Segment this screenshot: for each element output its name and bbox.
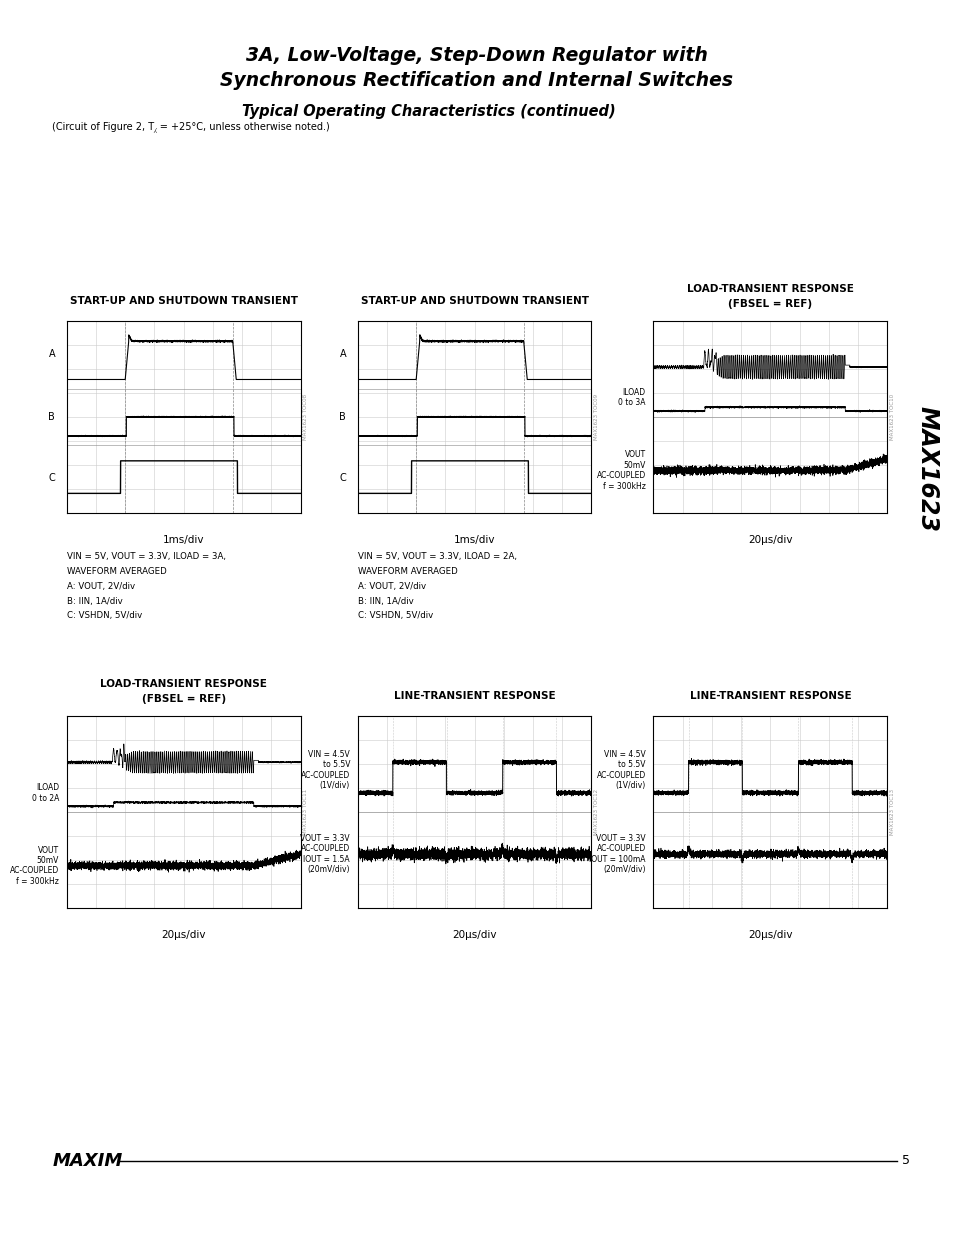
Text: A: VOUT, 2V/div: A: VOUT, 2V/div: [67, 582, 134, 590]
Text: VOUT = 3.3V
AC-COUPLED
IOUT = 100mA
(20mV/div): VOUT = 3.3V AC-COUPLED IOUT = 100mA (20m…: [589, 834, 645, 874]
Text: 3A, Low-Voltage, Step-Down Regulator with: 3A, Low-Voltage, Step-Down Regulator wit…: [246, 46, 707, 65]
Text: LINE-TRANSIENT RESPONSE: LINE-TRANSIENT RESPONSE: [689, 692, 850, 701]
Text: VIN = 5V, VOUT = 3.3V, ILOAD = 3A,: VIN = 5V, VOUT = 3.3V, ILOAD = 3A,: [67, 552, 226, 561]
Text: (FBSEL = REF): (FBSEL = REF): [141, 694, 226, 704]
Text: Typical Operating Characteristics (continued): Typical Operating Characteristics (conti…: [241, 104, 615, 119]
Text: LINE-TRANSIENT RESPONSE: LINE-TRANSIENT RESPONSE: [394, 692, 555, 701]
Text: LOAD-TRANSIENT RESPONSE: LOAD-TRANSIENT RESPONSE: [686, 284, 853, 294]
Text: VIN = 4.5V
to 5.5V
AC-COUPLED
(1V/div): VIN = 4.5V to 5.5V AC-COUPLED (1V/div): [300, 750, 350, 790]
Text: 20µs/div: 20µs/div: [161, 930, 206, 940]
Text: B: B: [339, 411, 346, 422]
Text: C: VSHDN, 5V/div: C: VSHDN, 5V/div: [357, 611, 433, 620]
Text: C: C: [49, 473, 55, 483]
Text: B: IIN, 1A/div: B: IIN, 1A/div: [357, 597, 413, 605]
Text: ILOAD
0 to 3A: ILOAD 0 to 3A: [618, 388, 645, 408]
Text: VOUT = 3.3V
AC-COUPLED
IOUT = 1.5A
(20mV/div): VOUT = 3.3V AC-COUPLED IOUT = 1.5A (20mV…: [300, 834, 350, 874]
Text: MAXIM: MAXIM: [52, 1152, 123, 1170]
Text: ILOAD
0 to 2A: ILOAD 0 to 2A: [31, 783, 59, 803]
Text: MAX1623: MAX1623: [914, 406, 939, 532]
Text: 1ms/div: 1ms/div: [454, 535, 495, 545]
Text: WAVEFORM AVERAGED: WAVEFORM AVERAGED: [67, 567, 167, 576]
Text: B: IIN, 1A/div: B: IIN, 1A/div: [67, 597, 122, 605]
Text: MAX1623 TOC08: MAX1623 TOC08: [303, 394, 308, 440]
Text: Synchronous Rectification and Internal Switches: Synchronous Rectification and Internal S…: [220, 70, 733, 90]
Text: 20µs/div: 20µs/div: [747, 535, 792, 545]
Text: VOUT
50mV
AC-COUPLED
f = 300kHz: VOUT 50mV AC-COUPLED f = 300kHz: [596, 451, 645, 490]
Text: START-UP AND SHUTDOWN TRANSIENT: START-UP AND SHUTDOWN TRANSIENT: [70, 296, 297, 306]
Text: 1ms/div: 1ms/div: [163, 535, 204, 545]
Text: WAVEFORM AVERAGED: WAVEFORM AVERAGED: [357, 567, 457, 576]
Text: MAX1623 TOC12: MAX1623 TOC12: [594, 789, 598, 835]
Text: A: VOUT, 2V/div: A: VOUT, 2V/div: [357, 582, 425, 590]
Text: C: VSHDN, 5V/div: C: VSHDN, 5V/div: [67, 611, 142, 620]
Text: 20µs/div: 20µs/div: [452, 930, 497, 940]
Text: 20µs/div: 20µs/div: [747, 930, 792, 940]
Text: LOAD-TRANSIENT RESPONSE: LOAD-TRANSIENT RESPONSE: [100, 679, 267, 689]
Text: A: A: [49, 348, 55, 358]
Text: B: B: [49, 411, 55, 422]
Text: C: C: [339, 473, 346, 483]
Text: (Circuit of Figure 2, T⁁ = +25°C, unless otherwise noted.): (Circuit of Figure 2, T⁁ = +25°C, unless…: [52, 122, 330, 132]
Text: START-UP AND SHUTDOWN TRANSIENT: START-UP AND SHUTDOWN TRANSIENT: [360, 296, 588, 306]
Text: MAX1623 TOC11: MAX1623 TOC11: [303, 789, 308, 835]
Text: A: A: [339, 348, 346, 358]
Text: MAX1623 TOC13: MAX1623 TOC13: [889, 789, 894, 835]
Text: MAX1623 TOC10: MAX1623 TOC10: [889, 394, 894, 440]
Text: MAX1623 TOC09: MAX1623 TOC09: [594, 394, 598, 440]
Text: 5: 5: [901, 1155, 908, 1167]
Text: VIN = 5V, VOUT = 3.3V, ILOAD = 2A,: VIN = 5V, VOUT = 3.3V, ILOAD = 2A,: [357, 552, 517, 561]
Text: VIN = 4.5V
to 5.5V
AC-COUPLED
(1V/div): VIN = 4.5V to 5.5V AC-COUPLED (1V/div): [596, 750, 645, 790]
Text: VOUT
50mV
AC-COUPLED
f = 300kHz: VOUT 50mV AC-COUPLED f = 300kHz: [10, 846, 59, 885]
Text: (FBSEL = REF): (FBSEL = REF): [727, 299, 812, 309]
